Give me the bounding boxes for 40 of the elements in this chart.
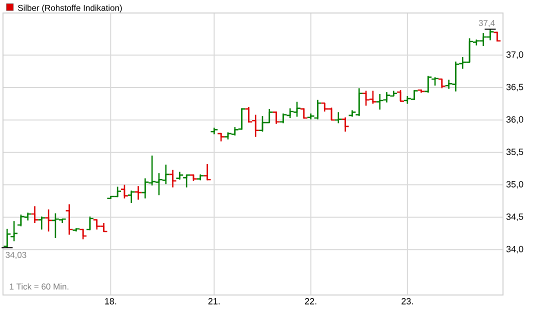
legend-label: Silber (Rohstoffe Indikation) [18,4,122,13]
candlestick [251,114,260,138]
y-tick-label: 34,0 [506,246,524,254]
candlestick [424,75,432,94]
candlestick [493,31,502,42]
candlestick [86,216,94,231]
x-tick-label: 21. [208,298,220,304]
candlestick [244,106,253,124]
y-tick-label: 36,0 [506,116,524,124]
candlestick [438,78,446,89]
candlestick [44,208,53,232]
candlestick [355,88,364,117]
candlestick [120,184,129,200]
candlestick [168,169,177,188]
candlestick [3,228,12,248]
candlestick [341,116,350,132]
x-tick-label: 22. [305,298,316,304]
candlestick [334,112,343,124]
candlestick [127,190,136,204]
candlestick [396,89,405,102]
candlestick [78,228,88,240]
annotation: 1 Tick = 60 Min. [10,283,68,290]
candlestick [10,220,18,242]
annotation: 37,4 [478,20,495,28]
candlestick [30,206,39,224]
y-tick-label: 34,5 [506,213,524,221]
candlestick [203,163,212,181]
x-tick-label: 23. [402,298,413,304]
annotation: 34,03 [6,252,26,259]
y-tick-label: 37,0 [506,51,524,59]
candlestick [182,174,191,188]
candlestick [300,108,308,120]
candlestick [314,99,322,120]
candlestick [38,216,46,230]
y-tick-label: 36,5 [506,84,524,92]
y-tick-label: 35,5 [506,148,524,156]
candlestick [272,110,280,125]
y-tick-label: 35,0 [506,181,524,189]
x-tick-label: 18. [105,298,116,304]
candlestick [65,204,74,236]
